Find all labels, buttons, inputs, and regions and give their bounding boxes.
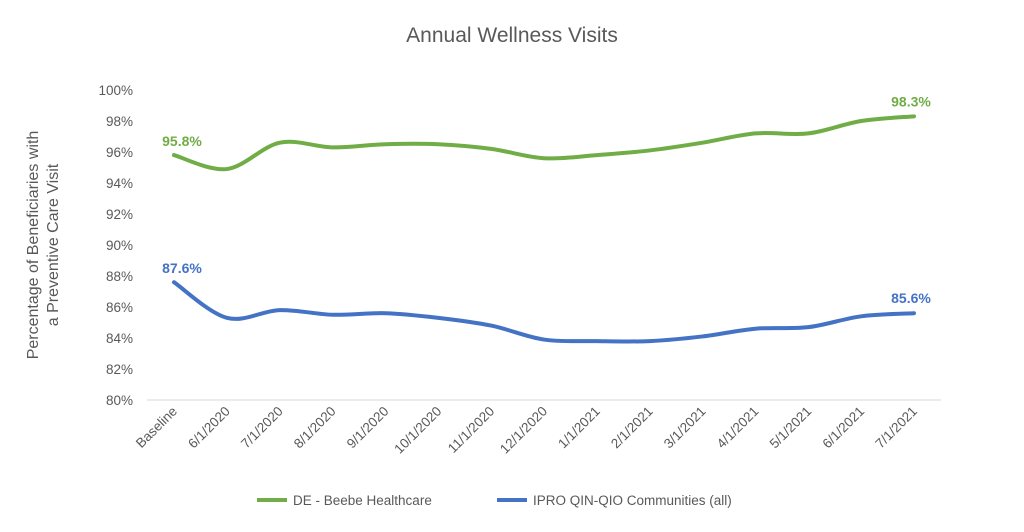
series-line-1	[172, 280, 916, 344]
y-tick-label: 82%	[106, 362, 133, 377]
legend-label: DE - Beebe Healthcare	[293, 493, 432, 508]
y-tick-label: 88%	[106, 269, 133, 284]
y-tick-label: 80%	[106, 393, 133, 408]
x-tick-label: 5/1/2021	[767, 404, 815, 452]
y-tick-label: 90%	[106, 238, 133, 253]
x-tick-label: 7/1/2021	[872, 404, 920, 452]
y-tick-label: 100%	[98, 83, 133, 98]
x-tick-label: 9/1/2020	[344, 404, 392, 452]
x-tick-label: Baseline	[133, 404, 180, 451]
x-tick-label: 6/1/2021	[819, 404, 867, 452]
x-tick-label: 6/1/2020	[185, 404, 233, 452]
series-line-0	[172, 114, 916, 172]
y-axis-label: Percentage of Beneficiaries with a Preve…	[25, 131, 62, 360]
data-label-last: 98.3%	[891, 93, 931, 109]
x-tick-label: 8/1/2020	[291, 404, 339, 452]
data-label-first: 87.6%	[162, 260, 202, 276]
chart-title: Annual Wellness Visits	[406, 24, 618, 47]
y-tick-label: 94%	[106, 176, 133, 191]
y-tick-label: 84%	[106, 331, 133, 346]
x-tick-label: 1/1/2021	[555, 404, 603, 452]
data-label-last: 85.6%	[891, 290, 931, 306]
legend-item-0: DE - Beebe Healthcare	[257, 493, 432, 508]
legend-item-1: IPRO QIN-QIO Communities (all)	[497, 493, 732, 508]
y-tick-label: 92%	[106, 207, 133, 222]
x-tick-label: 3/1/2021	[661, 404, 709, 452]
y-tick-label: 86%	[106, 300, 133, 315]
x-tick-label: 7/1/2020	[238, 404, 286, 452]
x-tick-label: 10/1/2020	[391, 404, 444, 457]
y-axis-label-line-1: Percentage of Beneficiaries with	[25, 131, 42, 360]
x-tick-label: 4/1/2021	[714, 404, 762, 452]
x-tick-label: 2/1/2021	[608, 404, 656, 452]
legend-label: IPRO QIN-QIO Communities (all)	[533, 493, 732, 508]
data-label-first: 95.8%	[162, 133, 202, 149]
y-tick-label: 96%	[106, 145, 133, 160]
y-tick-label: 98%	[106, 114, 133, 129]
x-tick-label: 12/1/2020	[497, 404, 550, 457]
y-axis-label-line-2: a Preventive Care Visit	[45, 163, 62, 326]
x-tick-label: 11/1/2020	[445, 404, 497, 456]
